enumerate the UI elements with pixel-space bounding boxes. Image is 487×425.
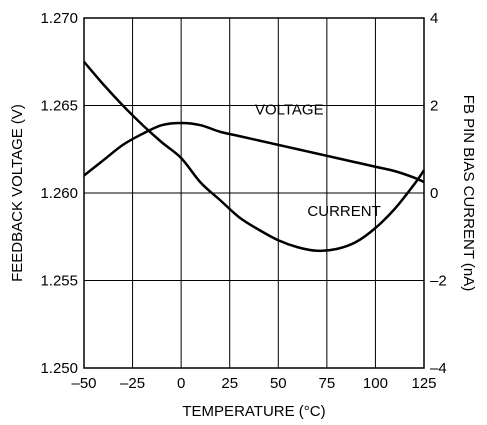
plot-frame [83,17,425,369]
y2-tick-label: 2 [430,98,438,115]
y2-tick-label: 0 [430,185,438,202]
voltage-series-label: VOLTAGE [255,101,324,118]
current-line [83,121,425,184]
x-axis-title: TEMPERATURE (°C) [182,403,325,420]
x-tick-label: 75 [319,375,336,392]
y-tick-label: 1.250 [40,360,78,377]
y-tick-label: 1.265 [40,98,78,115]
y2-tick-label: –4 [430,360,447,377]
y2-tick-label: –2 [430,273,447,290]
y-tick-label: 1.260 [40,185,78,202]
y2-axis-title: FB PIN BIAS CURRENT (nA) [460,95,477,291]
x-tick-label: 50 [270,375,287,392]
x-tick-label: –25 [120,375,145,392]
grid [83,17,425,369]
x-tick-label: 0 [177,375,185,392]
y2-tick-label: 4 [430,10,438,27]
tick-labels: –50 –25 0 25 50 75 100 125 1.250 1.255 1.260 1.265 1… [40,10,446,392]
y-tick-label: 1.255 [40,273,78,290]
y-tick-label: 1.270 [40,10,78,27]
y-axis-title: FEEDBACK VOLTAGE (V) [9,104,26,282]
series-layer [83,60,426,253]
current-series-label: CURRENT [307,203,380,220]
x-tick-label: 25 [221,375,238,392]
x-tick-label: 125 [411,375,436,392]
voltage-line [83,60,426,253]
x-tick-label: 100 [363,375,388,392]
x-tick-label: –50 [71,375,96,392]
